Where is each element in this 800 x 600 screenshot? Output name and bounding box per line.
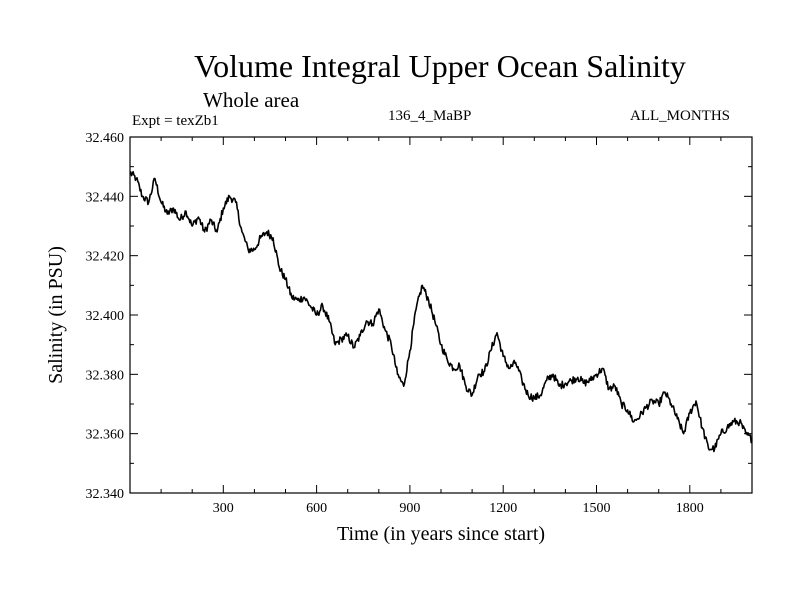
x-tick-labels: 300 600 900 1200 1500 1800	[213, 501, 704, 516]
chart-title: Volume Integral Upper Ocean Salinity	[194, 48, 686, 84]
y-axis-label: Salinity (in PSU)	[45, 246, 67, 384]
plot-frame	[129, 136, 753, 494]
x-tick-label: 1800	[676, 501, 704, 516]
x-tick-label: 900	[399, 501, 420, 516]
y-tick-label: 32.360	[86, 428, 125, 443]
experiment-label: Expt = texZb1	[132, 113, 219, 129]
x-axis-label: Time (in years since start)	[337, 523, 545, 545]
x-tick-label: 600	[306, 501, 327, 516]
y-tick-label: 32.420	[86, 250, 125, 265]
y-tick-label: 32.380	[86, 368, 125, 383]
y-tick-label: 32.440	[86, 190, 125, 205]
y-tick-labels: 32.340 32.360 32.380 32.400 32.420 32.440 32.4…	[86, 131, 125, 502]
x-tick-label: 1500	[583, 501, 611, 516]
y-tick-label: 32.460	[86, 131, 125, 146]
months-label: ALL_MONTHS	[630, 108, 730, 124]
axis-ticks	[130, 136, 752, 494]
y-tick-label: 32.340	[86, 487, 125, 502]
x-tick-label: 1200	[489, 501, 517, 516]
x-tick-label: 300	[213, 501, 234, 516]
y-tick-label: 32.400	[86, 309, 125, 324]
salinity-series-line	[129, 170, 753, 453]
period-label: 136_4_MaBP	[388, 108, 472, 124]
chart-subtitle: Whole area	[203, 88, 300, 112]
